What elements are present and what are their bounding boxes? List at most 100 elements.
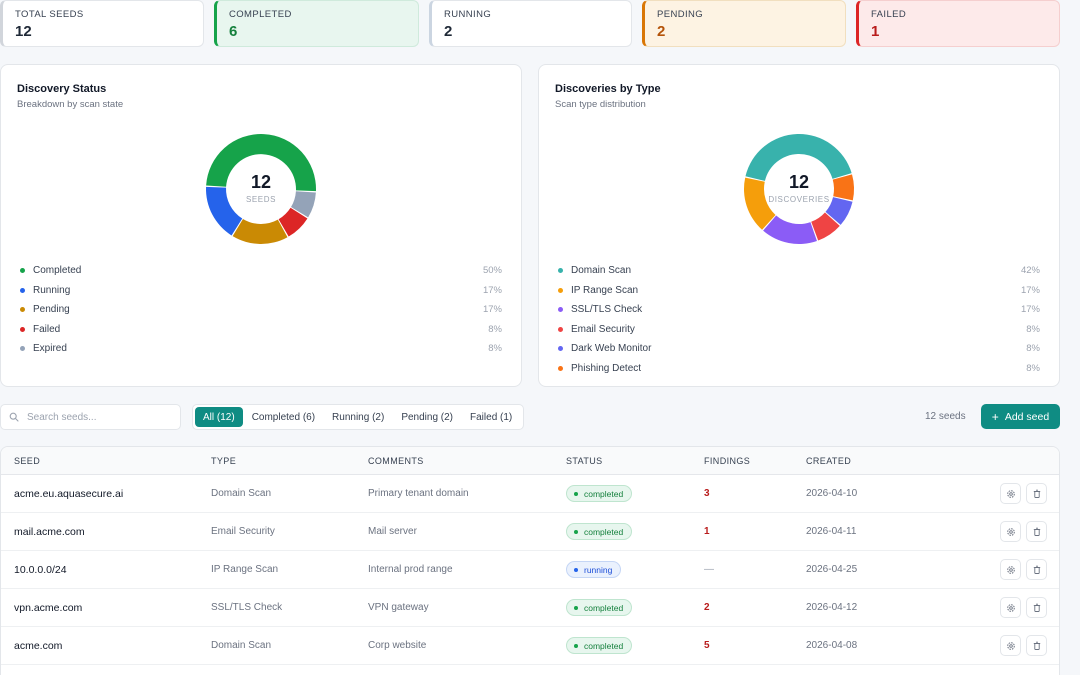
- table-row[interactable]: mail.acme.com Email Security Mail server co…: [1, 513, 1059, 551]
- filter-tab[interactable]: Running (2): [332, 411, 385, 423]
- status-badge: completed: [566, 637, 633, 654]
- stat-card-failed[interactable]: FAILED 1: [856, 0, 1060, 47]
- donut-slice[interactable]: [278, 207, 308, 237]
- column-header[interactable]: COMMENTS: [368, 456, 424, 466]
- settings-button[interactable]: [1000, 597, 1021, 618]
- status-legend: Completed 50% Running 17% Pending 17% Failed 8%…: [20, 261, 502, 359]
- legend-percent: 8%: [488, 343, 502, 355]
- search-input[interactable]: [27, 411, 177, 423]
- column-header[interactable]: SEED: [14, 456, 41, 466]
- stat-label: PENDING: [657, 9, 704, 20]
- delete-button[interactable]: [1026, 559, 1047, 580]
- donut-center-value: 12: [788, 172, 810, 192]
- filter-tab[interactable]: Completed (6): [251, 411, 316, 423]
- column-header[interactable]: CREATED: [806, 456, 852, 466]
- stat-value: 2: [444, 23, 453, 40]
- legend-dot: [558, 268, 563, 274]
- donut-center: 12 SEEDS: [211, 172, 311, 204]
- settings-button[interactable]: [1000, 559, 1021, 580]
- gear-icon: [1006, 489, 1015, 498]
- comments-cell: VPN gateway: [368, 602, 429, 613]
- status-badge: completed: [566, 485, 633, 502]
- legend-label: Dark Web Monitor: [571, 343, 652, 355]
- filter-tab[interactable]: All (12): [195, 407, 243, 427]
- column-header[interactable]: TYPE: [211, 456, 237, 466]
- legend-dot: [558, 365, 563, 371]
- panel-title: Discoveries by Type: [555, 83, 661, 95]
- seeds-table: SEED TYPE COMMENTS STATUS FINDINGS CREATED ac…: [0, 446, 1060, 675]
- status-label: completed: [584, 488, 624, 499]
- add-seed-label: Add seed: [1004, 410, 1050, 423]
- delete-button[interactable]: [1026, 597, 1047, 618]
- donut-slice[interactable]: [825, 197, 853, 225]
- donut-slice[interactable]: [743, 177, 776, 230]
- search-box[interactable]: [0, 404, 181, 430]
- trash-icon: [1033, 489, 1040, 498]
- add-seed-button[interactable]: + Add seed: [981, 404, 1060, 429]
- settings-button[interactable]: [1000, 483, 1021, 504]
- status-dot: [574, 605, 578, 610]
- created-cell: 2026-04-25: [806, 564, 858, 575]
- legend-dot: [558, 346, 563, 352]
- stat-label: FAILED: [871, 9, 907, 20]
- findings-cell: 3: [704, 488, 710, 499]
- seed-cell[interactable]: acme.com: [14, 640, 63, 652]
- legend-percent: 8%: [488, 323, 502, 335]
- legend-percent: 8%: [1026, 323, 1040, 335]
- donut-slice[interactable]: [811, 212, 840, 241]
- legend-dot: [558, 307, 563, 313]
- delete-button[interactable]: [1026, 483, 1047, 504]
- type-donut-chart: [743, 133, 855, 244]
- stat-value: 1: [871, 23, 880, 40]
- type-cell: SSL/TLS Check: [211, 602, 283, 613]
- column-header[interactable]: FINDINGS: [704, 456, 751, 466]
- donut-slice[interactable]: [745, 133, 852, 181]
- column-header[interactable]: STATUS: [566, 456, 603, 466]
- discoveries-by-type-panel: Discoveries by Type Scan type distributi…: [538, 64, 1060, 387]
- created-cell: 2026-04-08: [806, 640, 858, 651]
- status-badge: completed: [566, 523, 633, 540]
- legend-percent: 8%: [1026, 362, 1040, 374]
- donut-center: 12 DISCOVERIES: [749, 172, 849, 204]
- stat-card-total[interactable]: TOTAL SEEDS 12: [0, 0, 204, 47]
- legend-label: SSL/TLS Check: [571, 304, 643, 316]
- table-body: acme.eu.aquasecure.ai Domain Scan Primary …: [1, 475, 1059, 665]
- legend-label: Domain Scan: [571, 265, 632, 277]
- created-cell: 2026-04-10: [806, 488, 858, 499]
- stat-card-pending[interactable]: PENDING 2: [642, 0, 846, 47]
- plus-icon: +: [991, 409, 999, 424]
- settings-button[interactable]: [1000, 521, 1021, 542]
- donut-slice[interactable]: [206, 134, 317, 192]
- table-row[interactable]: vpn.acme.com SSL/TLS Check VPN gateway comp…: [1, 589, 1059, 627]
- stat-card-completed[interactable]: COMPLETED 6: [214, 0, 419, 47]
- legend-item: SSL/TLS Check 17%: [558, 300, 1040, 320]
- donut-slice[interactable]: [232, 218, 288, 245]
- donut-slice[interactable]: [290, 191, 316, 218]
- donut-slice[interactable]: [205, 186, 243, 236]
- delete-button[interactable]: [1026, 635, 1047, 656]
- settings-button[interactable]: [1000, 635, 1021, 656]
- donut-slice[interactable]: [763, 215, 817, 244]
- seed-cell[interactable]: 10.0.0.0/24: [14, 564, 67, 576]
- status-dot: [574, 491, 578, 496]
- legend-item: Dark Web Monitor 8%: [558, 339, 1040, 359]
- table-row[interactable]: 10.0.0.0/24 IP Range Scan Internal prod ra…: [1, 551, 1059, 589]
- donut-slice[interactable]: [832, 174, 855, 201]
- panel-title: Discovery Status: [17, 83, 107, 95]
- delete-button[interactable]: [1026, 521, 1047, 542]
- seed-cell[interactable]: acme.eu.aquasecure.ai: [14, 488, 124, 500]
- stat-label: COMPLETED: [229, 9, 292, 20]
- status-dot: [574, 529, 578, 534]
- table-row[interactable]: acme.eu.aquasecure.ai Domain Scan Primary …: [1, 475, 1059, 513]
- seed-cell[interactable]: mail.acme.com: [14, 526, 85, 538]
- findings-cell: 2: [704, 602, 710, 613]
- legend-item: Failed 8%: [20, 320, 502, 340]
- seed-cell[interactable]: vpn.acme.com: [14, 602, 83, 614]
- status-dot: [574, 643, 578, 648]
- filter-tab[interactable]: Pending (2): [401, 411, 454, 423]
- filter-tab[interactable]: Failed (1): [470, 411, 513, 423]
- table-row[interactable]: acme.com Domain Scan Corp website completed…: [1, 627, 1059, 665]
- stat-card-running[interactable]: RUNNING 2: [429, 0, 632, 47]
- legend-item: Email Security 8%: [558, 320, 1040, 340]
- type-cell: Domain Scan: [211, 640, 272, 651]
